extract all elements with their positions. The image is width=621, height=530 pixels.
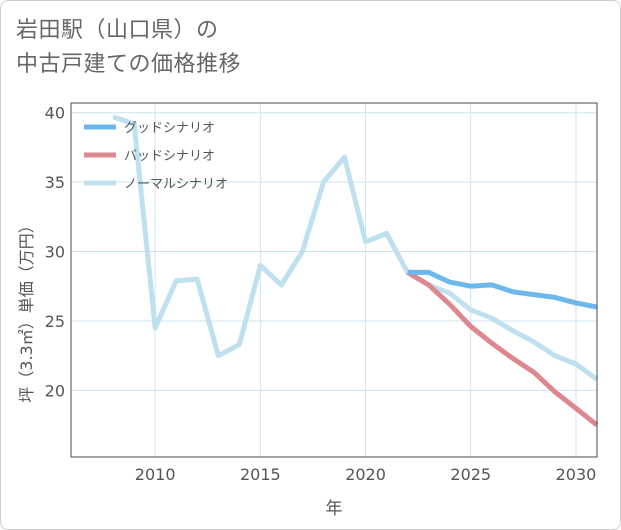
series-line-good — [407, 269, 598, 310]
legend-label-bad: バッドシナリオ — [124, 149, 215, 164]
x-tick-label-2025: 2025 — [450, 465, 491, 484]
y-axis-label: 坪（3.3㎡）単価（万円） — [17, 217, 36, 402]
legend-item-normal[interactable]: ノーマルシナリオ — [84, 177, 228, 192]
chart-title: 岩田駅（山口県）の 中古戸建ての価格推移 — [16, 14, 241, 82]
chart-title-line-2: 中古戸建ての価格推移 — [16, 52, 242, 77]
y-tick-label-25: 25 — [45, 312, 65, 331]
y-tick-label-35: 35 — [45, 173, 65, 192]
x-tick-label-2030: 2030 — [556, 465, 597, 484]
chart-title-line-1: 岩田駅（山口県）の — [16, 18, 219, 43]
legend-item-good[interactable]: グッドシナリオ — [84, 121, 215, 136]
legend-item-bad[interactable]: バッドシナリオ — [84, 149, 215, 164]
y-tick-label-30: 30 — [45, 243, 65, 262]
axes — [70, 102, 598, 458]
x-tick-label-2020: 2020 — [345, 465, 386, 484]
x-tick-label-2010: 2010 — [135, 465, 176, 484]
series-line-bad — [406, 270, 599, 428]
series-line-normal — [112, 114, 599, 382]
y-tick-label-40: 40 — [45, 104, 65, 123]
plot-area-border — [70, 102, 598, 458]
x-axis-label: 年 — [326, 499, 343, 519]
legend-label-normal: ノーマルシナリオ — [124, 177, 228, 192]
series-lines — [112, 114, 599, 428]
x-tick-label-2015: 2015 — [240, 465, 281, 484]
legend-label-good: グッドシナリオ — [124, 121, 215, 136]
y-tick-label-20: 20 — [45, 381, 65, 400]
